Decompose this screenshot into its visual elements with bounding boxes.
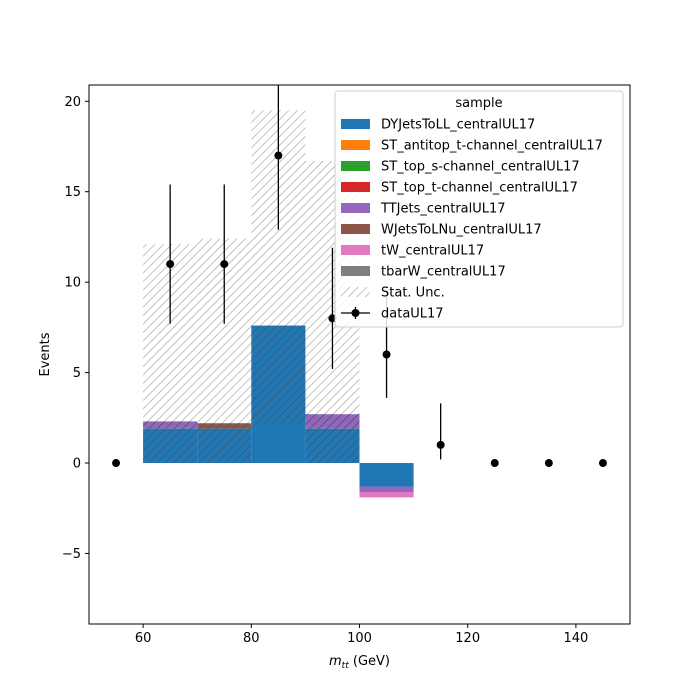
legend-label: dataUL17 xyxy=(381,307,444,322)
bar-DYJetsToLL_centralUL17-bin-5 xyxy=(359,463,414,487)
legend-label: ST_antitop_t-channel_centralUL17 xyxy=(381,139,603,154)
axes: 60 80 100 120 140 −5 0 5 10 15 20 mtt (GeV) Events xyxy=(38,84,631,671)
legend-label: WJetsToLNu_centralUL17 xyxy=(381,223,542,238)
y-axis-label: Events xyxy=(38,332,53,376)
legend-swatch-tW_centralUL17 xyxy=(341,245,370,255)
data-point-8 xyxy=(544,459,553,468)
legend-box xyxy=(334,90,624,328)
y-tick-label: 10 xyxy=(64,276,81,291)
x-tick-label: 140 xyxy=(563,631,588,646)
data-point-0 xyxy=(112,459,121,468)
bar-TTJets_centralUL17-bin-5 xyxy=(359,486,414,492)
legend-swatch-ST_top_t-channel_centralUL17 xyxy=(341,182,370,192)
plot-area xyxy=(112,85,607,498)
data-point-9 xyxy=(598,459,607,468)
legend-swatch-DYJetsToLL_centralUL17 xyxy=(341,119,370,129)
y-tick-label: −5 xyxy=(62,547,81,562)
stat-unc-overlap-0 xyxy=(143,421,198,464)
legend-label: ST_top_t-channel_centralUL17 xyxy=(381,181,578,196)
x-tick-label: 120 xyxy=(455,631,480,646)
legend-swatch-ST_antitop_t-channel_centralUL17 xyxy=(341,140,370,150)
bar-tW_centralUL17-bin-5 xyxy=(359,491,414,498)
x-tick-label: 60 xyxy=(135,631,152,646)
x-axis-label: mtt (GeV) xyxy=(329,654,390,671)
legend-swatch-stat-unc xyxy=(341,287,370,297)
stat-unc-overlap-3 xyxy=(305,414,360,464)
legend-swatch-tbarW_centralUL17 xyxy=(341,266,370,276)
y-tick-label: 20 xyxy=(64,95,81,110)
y-tick-label: 5 xyxy=(73,366,81,381)
y-tick-label: 0 xyxy=(73,457,81,472)
legend-label: Stat. Unc. xyxy=(381,286,445,301)
legend-swatch-ST_top_s-channel_centralUL17 xyxy=(341,161,370,171)
data-point-6 xyxy=(436,440,445,449)
legend: sample DYJetsToLL_centralUL17 ST_antitop_t… xyxy=(334,90,624,328)
legend-label: TTJets_centralUL17 xyxy=(380,202,506,217)
data-point-4 xyxy=(328,314,337,323)
x-tick-label: 100 xyxy=(347,631,372,646)
legend-swatch-TTJets_centralUL17 xyxy=(341,203,370,213)
stat-unc-overlap-1 xyxy=(197,423,252,464)
data-point-2 xyxy=(220,260,229,269)
stat-unc-overlap-2 xyxy=(251,325,306,424)
legend-data-marker xyxy=(351,309,360,317)
data-point-5 xyxy=(382,350,391,359)
legend-swatch-WJetsToLNu_centralUL17 xyxy=(341,224,370,234)
data-point-3 xyxy=(274,151,283,160)
data-point-7 xyxy=(490,459,499,468)
legend-label: tW_centralUL17 xyxy=(381,244,484,259)
legend-label: tbarW_centralUL17 xyxy=(381,265,506,280)
legend-title: sample xyxy=(455,96,502,111)
y-tick-label: 15 xyxy=(64,185,81,200)
legend-label: ST_top_s-channel_centralUL17 xyxy=(381,160,580,175)
legend-label: DYJetsToLL_centralUL17 xyxy=(381,118,535,133)
x-tick-label: 80 xyxy=(243,631,260,646)
data-point-1 xyxy=(166,260,175,269)
